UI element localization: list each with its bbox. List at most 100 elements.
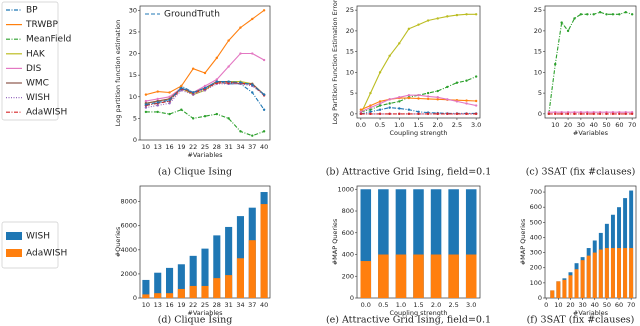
legend-label: WISH bbox=[26, 232, 50, 242]
point bbox=[239, 81, 242, 84]
caption: (f) 3SAT (fix #clauses) bbox=[527, 315, 635, 326]
legend-label: MeanField bbox=[26, 35, 71, 45]
y-tick-label: 0 bbox=[133, 136, 137, 144]
point bbox=[262, 108, 266, 111]
bar bbox=[574, 269, 579, 298]
point bbox=[388, 102, 391, 105]
point bbox=[417, 112, 420, 116]
x-tick-label: 1.5 bbox=[413, 121, 423, 129]
point bbox=[359, 112, 363, 116]
point bbox=[378, 104, 382, 107]
y-tick-label: 30 bbox=[129, 6, 137, 14]
y-axis-label: #MAP Queries bbox=[519, 218, 527, 265]
bar bbox=[248, 240, 256, 298]
bar bbox=[213, 235, 221, 298]
point bbox=[239, 52, 242, 55]
point bbox=[560, 21, 563, 24]
y-tick-label: 25 bbox=[129, 28, 137, 36]
point bbox=[465, 99, 468, 102]
x-tick-label: 40 bbox=[260, 301, 268, 309]
y-tick-label: 20 bbox=[346, 27, 354, 35]
point bbox=[474, 99, 478, 103]
y-tick-label: 5 bbox=[538, 89, 542, 97]
point bbox=[398, 96, 401, 99]
x-tick-label: 19 bbox=[177, 143, 185, 151]
y-tick-label: 700 bbox=[530, 188, 542, 196]
point bbox=[566, 110, 570, 114]
bar bbox=[166, 293, 174, 298]
y-tick-label: 25 bbox=[534, 6, 542, 14]
point bbox=[618, 112, 621, 116]
x-tick-label: 0.5 bbox=[378, 301, 388, 309]
x-tick-label: 13 bbox=[154, 301, 162, 309]
legend-label: GroundTruth bbox=[164, 10, 220, 20]
caption: (d) Clique Ising bbox=[158, 315, 233, 326]
point bbox=[398, 100, 401, 103]
point bbox=[592, 110, 595, 114]
point bbox=[251, 83, 254, 86]
x-tick-label: 30 bbox=[577, 121, 585, 129]
x-tick-label: 2.5 bbox=[452, 121, 462, 129]
point bbox=[624, 11, 627, 14]
legend-swatch bbox=[6, 232, 22, 240]
point bbox=[554, 62, 557, 66]
y-tick-label: 10 bbox=[534, 68, 542, 76]
point bbox=[436, 17, 439, 20]
point bbox=[251, 52, 254, 55]
y-tick-label: 10 bbox=[346, 68, 354, 76]
point bbox=[436, 96, 439, 99]
bar bbox=[142, 279, 150, 298]
point bbox=[156, 101, 159, 104]
point bbox=[388, 106, 391, 109]
series-line bbox=[145, 9, 265, 96]
point bbox=[598, 112, 602, 116]
x-tick-label: 50 bbox=[602, 121, 610, 129]
point bbox=[436, 98, 439, 101]
plot-frame bbox=[356, 5, 481, 119]
point bbox=[605, 13, 608, 16]
y-tick-label: 0 bbox=[538, 294, 542, 302]
legend-label: HAK bbox=[26, 49, 46, 59]
x-tick-label: 3.0 bbox=[466, 301, 476, 309]
point bbox=[168, 99, 171, 102]
point bbox=[586, 112, 589, 116]
x-tick-label: 2.0 bbox=[433, 121, 443, 129]
x-tick-label: 25 bbox=[201, 143, 209, 151]
bar bbox=[166, 267, 174, 298]
y-tick-label: 1000 bbox=[337, 185, 354, 193]
point bbox=[407, 93, 411, 97]
point bbox=[446, 98, 449, 101]
bar bbox=[378, 189, 389, 298]
point bbox=[547, 112, 551, 116]
x-tick-label: 40 bbox=[590, 121, 598, 129]
point bbox=[446, 85, 449, 89]
y-axis-label: #Queries bbox=[114, 226, 122, 257]
point bbox=[262, 58, 266, 62]
point bbox=[388, 54, 391, 57]
point bbox=[388, 98, 391, 101]
bar bbox=[395, 254, 407, 298]
bar bbox=[189, 285, 197, 298]
point bbox=[168, 91, 171, 94]
point bbox=[180, 84, 183, 88]
legend-label: BP bbox=[26, 6, 38, 16]
point bbox=[474, 104, 478, 107]
bar bbox=[154, 293, 162, 298]
y-axis-label: #MAP Queries bbox=[331, 218, 339, 265]
bar bbox=[598, 249, 603, 298]
legend-swatch bbox=[6, 249, 22, 257]
series-line bbox=[145, 83, 265, 109]
point bbox=[251, 134, 254, 137]
bar bbox=[448, 254, 459, 298]
point bbox=[191, 91, 195, 94]
y-tick-label: 500 bbox=[530, 218, 542, 226]
bar bbox=[568, 275, 573, 298]
point bbox=[144, 93, 148, 96]
point bbox=[407, 27, 411, 31]
x-axis-label: #Variables bbox=[187, 309, 223, 317]
point bbox=[630, 13, 634, 16]
point bbox=[378, 112, 382, 116]
point bbox=[611, 13, 615, 16]
x-axis-label: #Variables bbox=[187, 151, 223, 159]
